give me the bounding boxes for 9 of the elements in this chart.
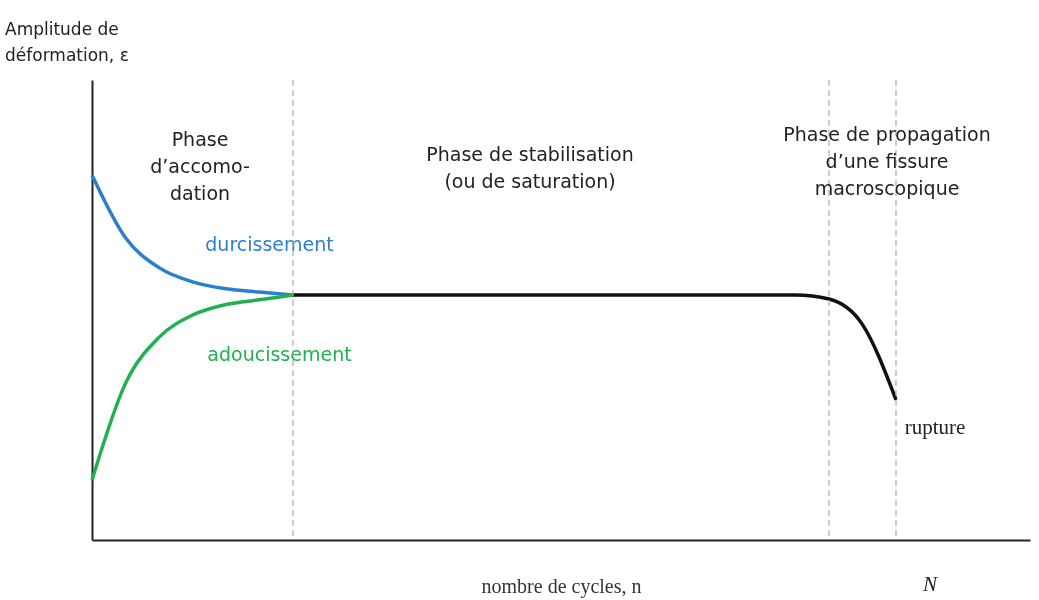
annotation: Phase de propagation d’une fissure macroscopique (783, 123, 991, 199)
annotation: rupture (904, 415, 966, 439)
text: N (921, 572, 938, 596)
annotation: Phase de stabilisation (ou de saturation) (426, 143, 634, 192)
annotation: Phase d’accomo- dation (150, 128, 250, 204)
series-label: durcissement (205, 233, 334, 256)
text: Amplitude de déformation, ε (5, 19, 129, 65)
series-label: adoucissement (207, 342, 352, 365)
x-axis-title: nombre de cycles, n (481, 574, 642, 598)
